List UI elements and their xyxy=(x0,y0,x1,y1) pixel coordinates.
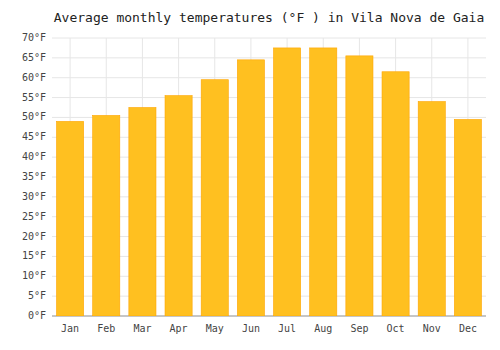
y-tick-label: 0°F xyxy=(28,310,46,321)
chart: 0°F 5°F 10°F 15°F 20°F 25°F 30°F 35°F 40°F 45°F 50… xyxy=(0,0,500,350)
x-tick-label: May xyxy=(206,323,224,334)
axes: 0°F 5°F 10°F 15°F 20°F 25°F 30°F 35°F 40°F 45°F 50… xyxy=(22,32,486,334)
x-tick-label: Nov xyxy=(423,323,441,334)
bar xyxy=(418,102,445,316)
x-tick-label: Dec xyxy=(459,323,477,334)
x-tick-label: Jul xyxy=(278,323,296,334)
y-tick-label: 55°F xyxy=(22,92,46,103)
x-tick-label: Sep xyxy=(350,323,368,334)
x-tick-label: Aug xyxy=(314,323,332,334)
y-tick-label: 10°F xyxy=(22,270,46,281)
bar xyxy=(454,119,481,316)
y-tick-label: 30°F xyxy=(22,191,46,202)
y-tick-label: 25°F xyxy=(22,211,46,222)
y-tick-label: 35°F xyxy=(22,171,46,182)
bar xyxy=(382,72,409,316)
y-tick-label: 65°F xyxy=(22,52,46,63)
y-grid-line xyxy=(52,57,486,58)
grid xyxy=(52,38,486,316)
x-tick-label: Feb xyxy=(97,323,115,334)
bar xyxy=(237,60,264,316)
title: Average monthly temperatures (°F ) in Vi… xyxy=(54,10,484,25)
y-tick-label: 20°F xyxy=(22,231,46,242)
x-tick-label: Oct xyxy=(387,323,405,334)
x-tick-label: Apr xyxy=(170,323,188,334)
bar xyxy=(274,48,301,316)
bar xyxy=(129,108,156,317)
y-grid-line xyxy=(52,38,486,39)
y-tick-label: 40°F xyxy=(22,151,46,162)
y-tick-label: 5°F xyxy=(28,290,46,301)
x-tick-label: Jan xyxy=(61,323,79,334)
y-tick-label: 45°F xyxy=(22,131,46,142)
y-tick-label: 60°F xyxy=(22,72,46,83)
bar xyxy=(201,80,228,316)
y-grid-line xyxy=(52,77,486,78)
y-tick-label: 50°F xyxy=(22,111,46,122)
bar xyxy=(165,96,192,316)
y-grid-line xyxy=(52,97,486,98)
bars xyxy=(57,48,482,316)
bar xyxy=(57,121,84,316)
x-tick-label: Mar xyxy=(133,323,151,334)
chart-container: 0°F 5°F 10°F 15°F 20°F 25°F 30°F 35°F 40°F 45°F 50… xyxy=(0,0,500,350)
y-tick-label: 15°F xyxy=(22,250,46,261)
bar xyxy=(346,56,373,316)
x-tick-label: Jun xyxy=(242,323,260,334)
bar xyxy=(310,48,337,316)
bar xyxy=(93,115,120,316)
y-tick-label: 70°F xyxy=(22,32,46,43)
